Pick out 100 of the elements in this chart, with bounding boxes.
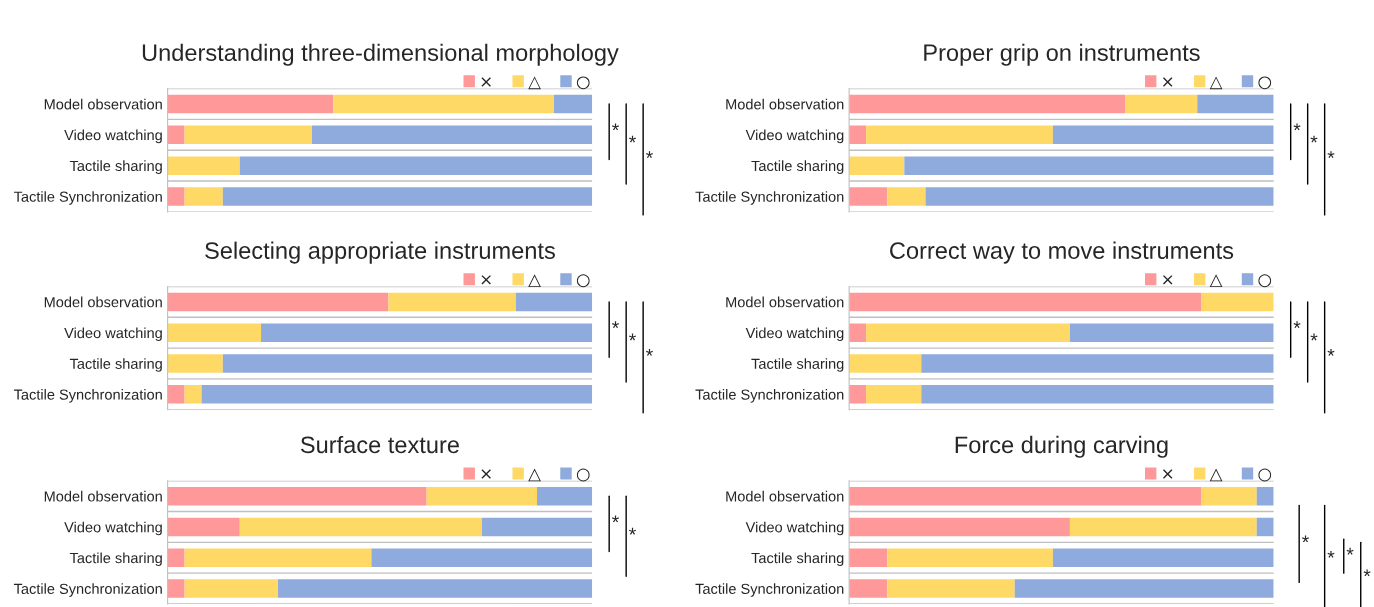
y-tick-label: Video watching — [64, 129, 162, 144]
legend-label: △ — [528, 76, 541, 90]
legend-label: △ — [1209, 468, 1223, 482]
bar — [866, 385, 922, 404]
bar — [1052, 125, 1274, 145]
y-tick-label: Tactile sharing — [69, 160, 162, 174]
bar — [184, 579, 279, 598]
y-tick-label: Model observation — [44, 98, 162, 110]
y-tick-label: Video watching — [745, 129, 844, 144]
bar — [167, 292, 389, 312]
text: * — [1310, 333, 1318, 341]
y-tick-label: Tactile Synchronization — [695, 583, 844, 597]
legend-label: × — [481, 275, 491, 285]
y-tick-label: Tactile sharing — [751, 552, 844, 567]
y-tick-label: Model observation — [726, 490, 844, 502]
y-tick-label: Tactile Synchronization — [13, 191, 162, 205]
chart-title: Understanding three-dimensional morphology — [142, 43, 619, 66]
chart-title: Correct way to move instruments — [890, 241, 1234, 264]
bar — [1197, 94, 1274, 114]
bar — [184, 125, 312, 145]
bar — [167, 579, 185, 598]
bar — [184, 187, 223, 206]
text: * — [1302, 535, 1309, 543]
text: * — [629, 527, 636, 535]
bar — [184, 548, 372, 567]
bar — [239, 156, 593, 175]
y-tick-label: Video watching — [745, 327, 844, 342]
bar — [849, 548, 888, 567]
bar — [921, 385, 1274, 404]
bar — [388, 292, 516, 312]
bar — [371, 548, 593, 567]
text: * — [612, 123, 619, 131]
legend-label: × — [1162, 275, 1173, 285]
text: * — [646, 151, 653, 158]
bar — [537, 486, 593, 506]
legend-label: ○ — [1258, 76, 1272, 90]
y-tick-label: Tactile sharing — [751, 358, 844, 372]
bar — [887, 187, 926, 206]
bar — [1201, 292, 1274, 312]
bar — [849, 579, 888, 598]
bar — [849, 323, 867, 342]
legend-label: × — [1162, 77, 1173, 87]
bar — [167, 486, 427, 506]
y-tick-label: Model observation — [44, 296, 162, 308]
bar — [1125, 94, 1198, 114]
y-tick-label: Model observation — [726, 98, 844, 110]
bar — [887, 548, 1053, 567]
y-tick-label: Tactile Synchronization — [13, 583, 162, 597]
legend-label: △ — [1209, 274, 1223, 288]
bar — [167, 517, 240, 537]
text: * — [1327, 349, 1335, 356]
bar — [167, 354, 223, 373]
y-tick-label: Video watching — [745, 521, 844, 536]
legend-label: × — [481, 77, 491, 87]
y-tick-label: Tactile Synchronization — [695, 389, 844, 403]
bar — [1256, 517, 1274, 537]
bar — [515, 292, 593, 312]
legend-label: × — [481, 469, 491, 479]
legend-label: × — [1162, 469, 1173, 479]
text: * — [1363, 569, 1371, 577]
bar — [167, 548, 185, 567]
bar — [184, 385, 202, 404]
bar — [222, 187, 593, 206]
bar — [849, 125, 867, 145]
bar — [866, 125, 1053, 145]
bar — [167, 385, 185, 404]
text: * — [646, 349, 653, 356]
bar — [849, 385, 867, 404]
bar — [553, 94, 593, 114]
bar — [167, 323, 262, 342]
bar — [167, 156, 240, 175]
chart-title: Surface texture — [300, 435, 459, 454]
bar — [311, 125, 593, 145]
text: * — [1346, 547, 1354, 555]
y-tick-label: Tactile Synchronization — [695, 191, 844, 205]
bar — [887, 579, 1015, 598]
bar — [849, 354, 922, 373]
text: * — [1293, 123, 1301, 131]
text: * — [1327, 151, 1335, 158]
bar — [849, 156, 905, 175]
bar — [1014, 579, 1274, 598]
bar — [1256, 486, 1274, 506]
bar — [167, 187, 185, 206]
legend-label: ○ — [576, 468, 590, 482]
y-tick-label: Model observation — [726, 296, 844, 308]
bar — [866, 323, 1070, 342]
bar — [904, 156, 1274, 175]
bar — [222, 354, 593, 373]
y-tick-label: Tactile Synchronization — [13, 389, 162, 403]
y-tick-label: Tactile sharing — [751, 160, 844, 174]
bar — [849, 486, 1202, 506]
chart-title: Selecting appropriate instruments — [205, 241, 555, 264]
text: * — [1310, 135, 1318, 143]
y-tick-label: Video watching — [64, 521, 162, 536]
text: * — [612, 515, 619, 523]
legend-label: △ — [528, 468, 541, 482]
text: * — [1293, 321, 1301, 329]
bar — [278, 579, 593, 598]
y-tick-label: Tactile sharing — [69, 552, 162, 567]
legend-label: ○ — [1258, 468, 1272, 482]
